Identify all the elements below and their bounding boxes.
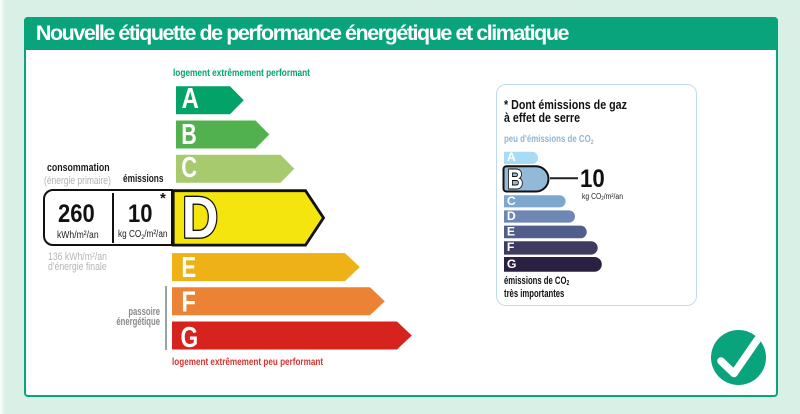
svg-text:A: A [182, 83, 199, 115]
svg-text:C: C [181, 152, 197, 184]
svg-text:F: F [181, 287, 196, 319]
svg-text:D: D [507, 209, 516, 223]
svg-text:B: B [508, 163, 523, 194]
svg-text:D: D [182, 186, 219, 251]
svg-text:B: B [181, 119, 197, 151]
svg-text:G: G [181, 322, 199, 354]
svg-text:F: F [507, 240, 515, 254]
svg-text:G: G [507, 257, 517, 271]
svg-text:C: C [507, 194, 516, 208]
svg-text:E: E [507, 225, 515, 239]
svg-text:A: A [507, 150, 516, 164]
svg-text:E: E [181, 252, 196, 284]
